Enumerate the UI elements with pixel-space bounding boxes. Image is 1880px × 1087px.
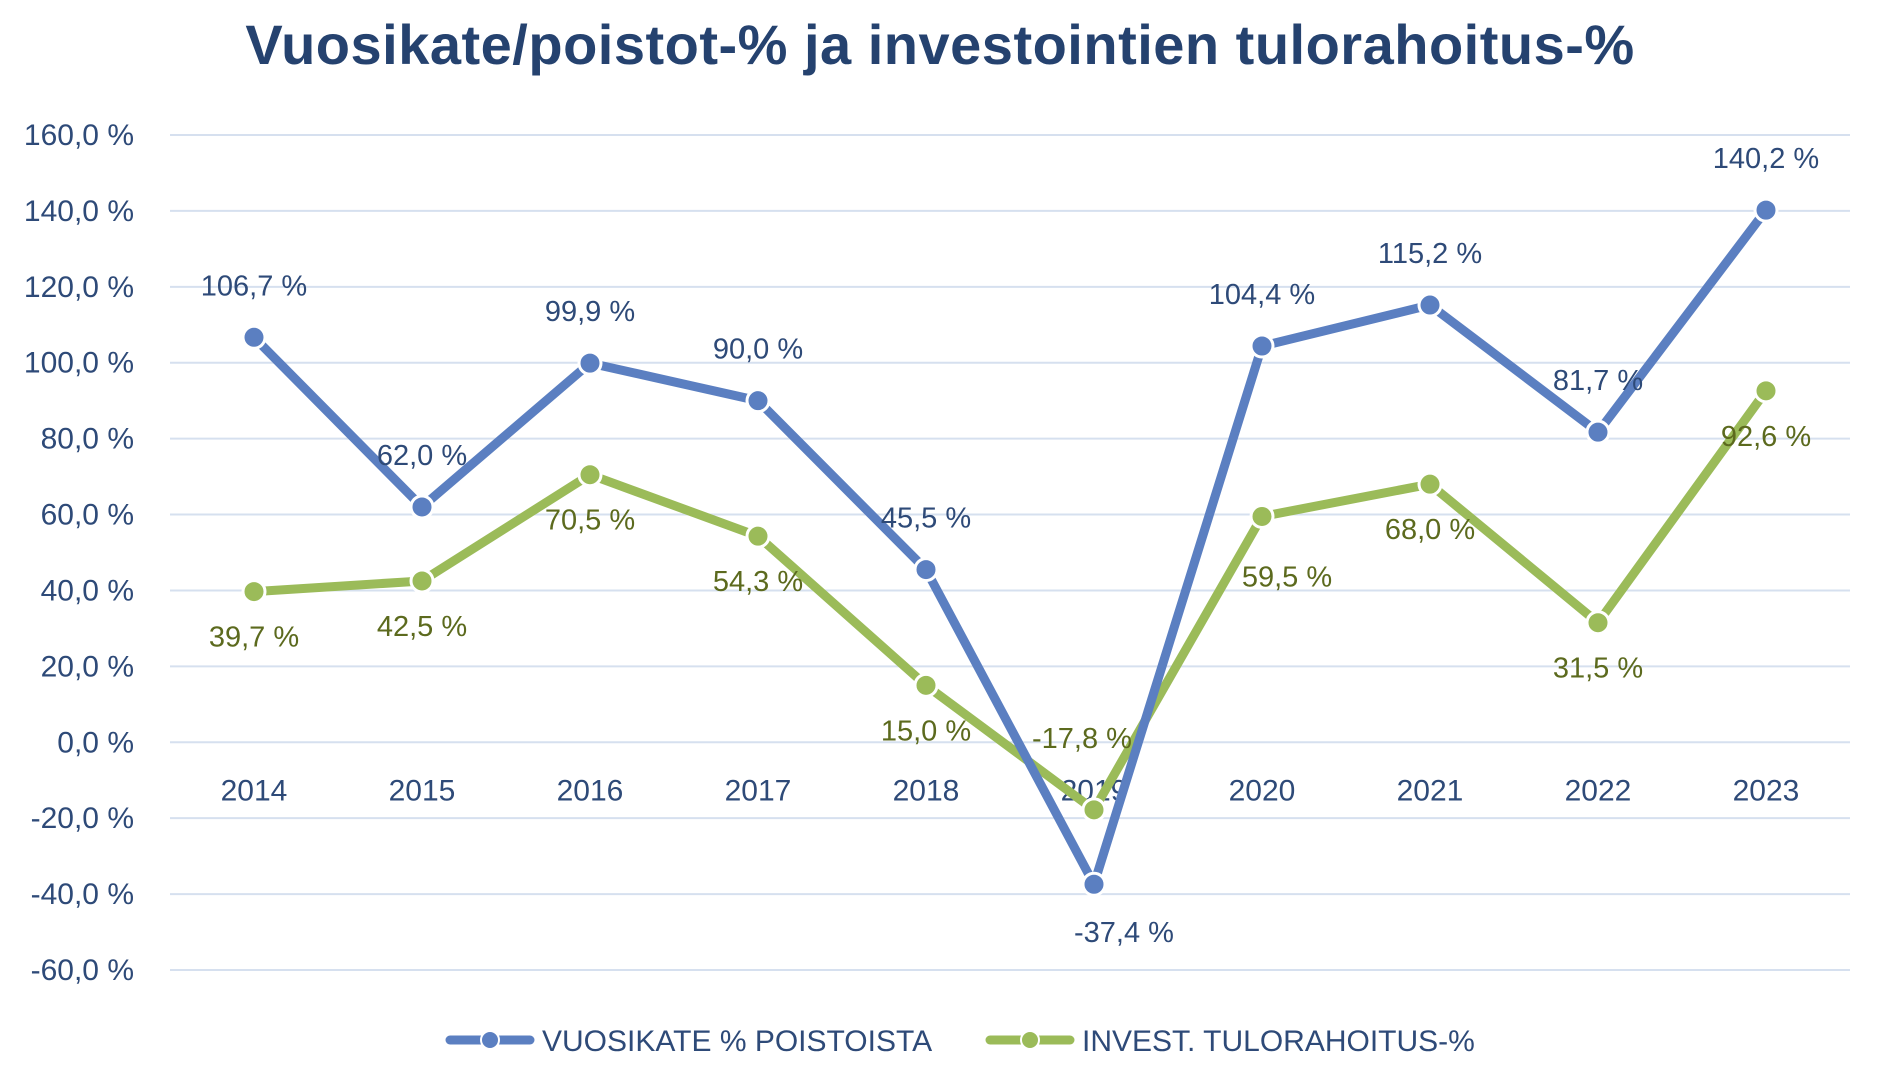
y-tick-label: 160,0 % [24,119,134,152]
data-label: 39,7 % [209,622,299,654]
legend: VUOSIKATE % POISTOISTA INVEST. TULORAHOIT… [445,1025,1475,1058]
data-label: 92,6 % [1721,421,1811,453]
chart-title: Vuosikate/poistot-% ja investointien tul… [245,13,1635,76]
y-tick-label: -20,0 % [31,802,134,835]
data-label: 90,0 % [713,334,803,366]
data-point [1249,333,1275,359]
data-point [241,324,267,350]
data-point [913,672,939,698]
y-tick-label: 140,0 % [24,195,134,228]
data-label: -37,4 % [1074,917,1174,949]
x-axis-ticks: 2014 2015 2016 2017 2018 2019 2020 2021 2022 2023 [221,774,1800,807]
data-point [913,557,939,583]
data-label: 62,0 % [377,440,467,472]
y-tick-label: 20,0 % [41,650,134,683]
x-tick-label: 2018 [893,774,960,807]
data-point [1585,610,1611,636]
data-label: 59,5 % [1242,561,1332,593]
data-label: 54,3 % [713,566,803,598]
y-tick-label: 0,0 % [57,726,134,759]
data-label: 81,7 % [1553,365,1643,397]
data-point [745,388,771,414]
x-tick-label: 2015 [389,774,456,807]
data-point [1249,503,1275,529]
data-label: 140,2 % [1713,143,1819,175]
data-point [1753,197,1779,223]
series-lines [241,197,1779,897]
data-point [577,350,603,376]
data-point [1417,471,1443,497]
data-label: 45,5 % [881,503,971,535]
gridlines [170,134,1850,971]
data-point [1081,797,1107,823]
series-line-0 [249,205,1771,889]
y-tick-label: 100,0 % [24,347,134,380]
legend-label: VUOSIKATE % POISTOISTA [542,1025,932,1058]
data-label: 68,0 % [1385,514,1475,546]
y-tick-label: 60,0 % [41,499,134,532]
x-tick-label: 2016 [557,774,624,807]
legend-swatch-marker [1020,1030,1040,1050]
data-label: -17,8 % [1032,723,1132,755]
data-point [1081,871,1107,897]
data-labels: 106,7 % 62,0 % 99,9 % 90,0 % 45,5 % -37,4 % 10… [201,143,1819,949]
x-tick-label: 2023 [1733,774,1800,807]
x-tick-label: 2021 [1397,774,1464,807]
y-tick-label: 80,0 % [41,423,134,456]
data-point [1753,378,1779,404]
data-label: 42,5 % [377,611,467,643]
y-tick-label: -40,0 % [31,878,134,911]
x-tick-label: 2020 [1229,774,1296,807]
data-point [409,568,435,594]
data-label: 99,9 % [545,296,635,328]
data-label: 15,0 % [881,715,971,747]
x-tick-label: 2017 [725,774,792,807]
y-tick-label: 40,0 % [41,574,134,607]
y-axis-ticks: 160,0 % 140,0 % 120,0 % 100,0 % 80,0 % 60,0 %… [24,119,134,987]
data-point [577,462,603,488]
data-point [409,494,435,520]
y-tick-label: 120,0 % [24,271,134,304]
data-label: 115,2 % [1378,238,1482,270]
data-label: 70,5 % [545,505,635,537]
series-line-1 [249,386,1771,815]
legend-swatch-marker [480,1030,500,1050]
data-point [745,523,771,549]
data-point [1585,419,1611,445]
data-point [1417,292,1443,318]
data-label: 31,5 % [1553,653,1643,685]
legend-label: INVEST. TULORAHOITUS-% [1082,1025,1475,1058]
x-tick-label: 2014 [221,774,288,807]
data-label: 106,7 % [201,270,307,302]
y-tick-label: -60,0 % [31,954,134,987]
data-point [241,579,267,605]
data-label: 104,4 % [1209,279,1315,311]
x-tick-label: 2022 [1565,774,1632,807]
